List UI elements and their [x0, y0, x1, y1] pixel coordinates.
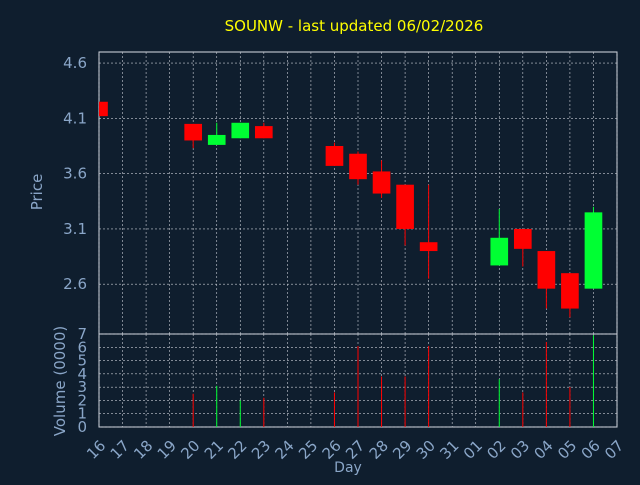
- candles: [99, 101, 603, 318]
- x-tick-label: 03: [507, 437, 533, 463]
- candle-body: [184, 123, 203, 141]
- x-tick-label: 16: [83, 437, 109, 463]
- x-tick-label: 24: [271, 437, 297, 463]
- volume-tick-label: 3: [77, 378, 87, 396]
- price-tick-label: 3.1: [63, 220, 87, 238]
- candle-body: [537, 251, 556, 289]
- volume-tick-label: 2: [77, 391, 87, 409]
- x-tick-label: 07: [601, 437, 627, 463]
- candle-body: [561, 273, 579, 309]
- x-tick-label: 06: [578, 437, 604, 463]
- price-tick-label: 4.1: [63, 109, 87, 127]
- x-tick-label: 23: [248, 437, 274, 463]
- x-tick-label: 22: [224, 437, 250, 463]
- volume-axis-label: Volume (0000): [51, 326, 69, 436]
- x-axis: 1617181920212223242526272829303101020304…: [83, 437, 627, 463]
- chart-title: SOUNW - last updated 06/02/2026: [225, 17, 484, 35]
- price-panel: 4.6 4.1 3.6 3.1 2.6: [63, 51, 618, 335]
- volume-tick-label: 0: [77, 418, 87, 436]
- x-tick-label: 17: [107, 437, 133, 463]
- candle-body: [99, 101, 108, 117]
- volume-tick-label: 7: [77, 325, 87, 343]
- volume-tick-label: 1: [77, 405, 87, 423]
- x-tick-label: 31: [436, 437, 462, 463]
- volume-tick-label: 6: [77, 338, 87, 356]
- candle-body: [372, 171, 391, 194]
- x-tick-label: 04: [530, 437, 556, 463]
- candle-body: [513, 228, 532, 249]
- x-tick-label: 27: [342, 437, 368, 463]
- candle-body: [419, 242, 438, 252]
- x-tick-label: 01: [460, 437, 486, 463]
- price-tick-label: 4.6: [63, 54, 87, 72]
- candle-body: [584, 212, 603, 289]
- price-axis-label: Price: [28, 174, 46, 211]
- candle-body: [349, 153, 367, 180]
- x-tick-label: 02: [483, 437, 509, 463]
- x-tick-label: 05: [554, 437, 580, 463]
- x-tick-label: 30: [413, 437, 439, 463]
- x-axis-label: Day: [334, 460, 362, 476]
- x-tick-label: 29: [389, 437, 415, 463]
- x-tick-label: 21: [201, 437, 227, 463]
- volume-tick-label: 4: [77, 365, 87, 383]
- price-tick-label: 2.6: [63, 275, 87, 293]
- x-tick-label: 26: [319, 437, 345, 463]
- x-tick-label: 25: [295, 437, 321, 463]
- volume-tick-label: 5: [77, 352, 87, 370]
- candle-body: [325, 146, 344, 166]
- candle-body: [207, 134, 226, 145]
- candle-body: [396, 184, 414, 229]
- x-tick-label: 20: [177, 437, 203, 463]
- x-tick-label: 19: [154, 437, 180, 463]
- x-tick-label: 18: [130, 437, 156, 463]
- candle-body: [490, 237, 509, 266]
- candle-body: [254, 126, 273, 139]
- candle-body: [231, 122, 250, 139]
- price-tick-label: 3.6: [63, 165, 87, 183]
- x-tick-label: 28: [366, 437, 392, 463]
